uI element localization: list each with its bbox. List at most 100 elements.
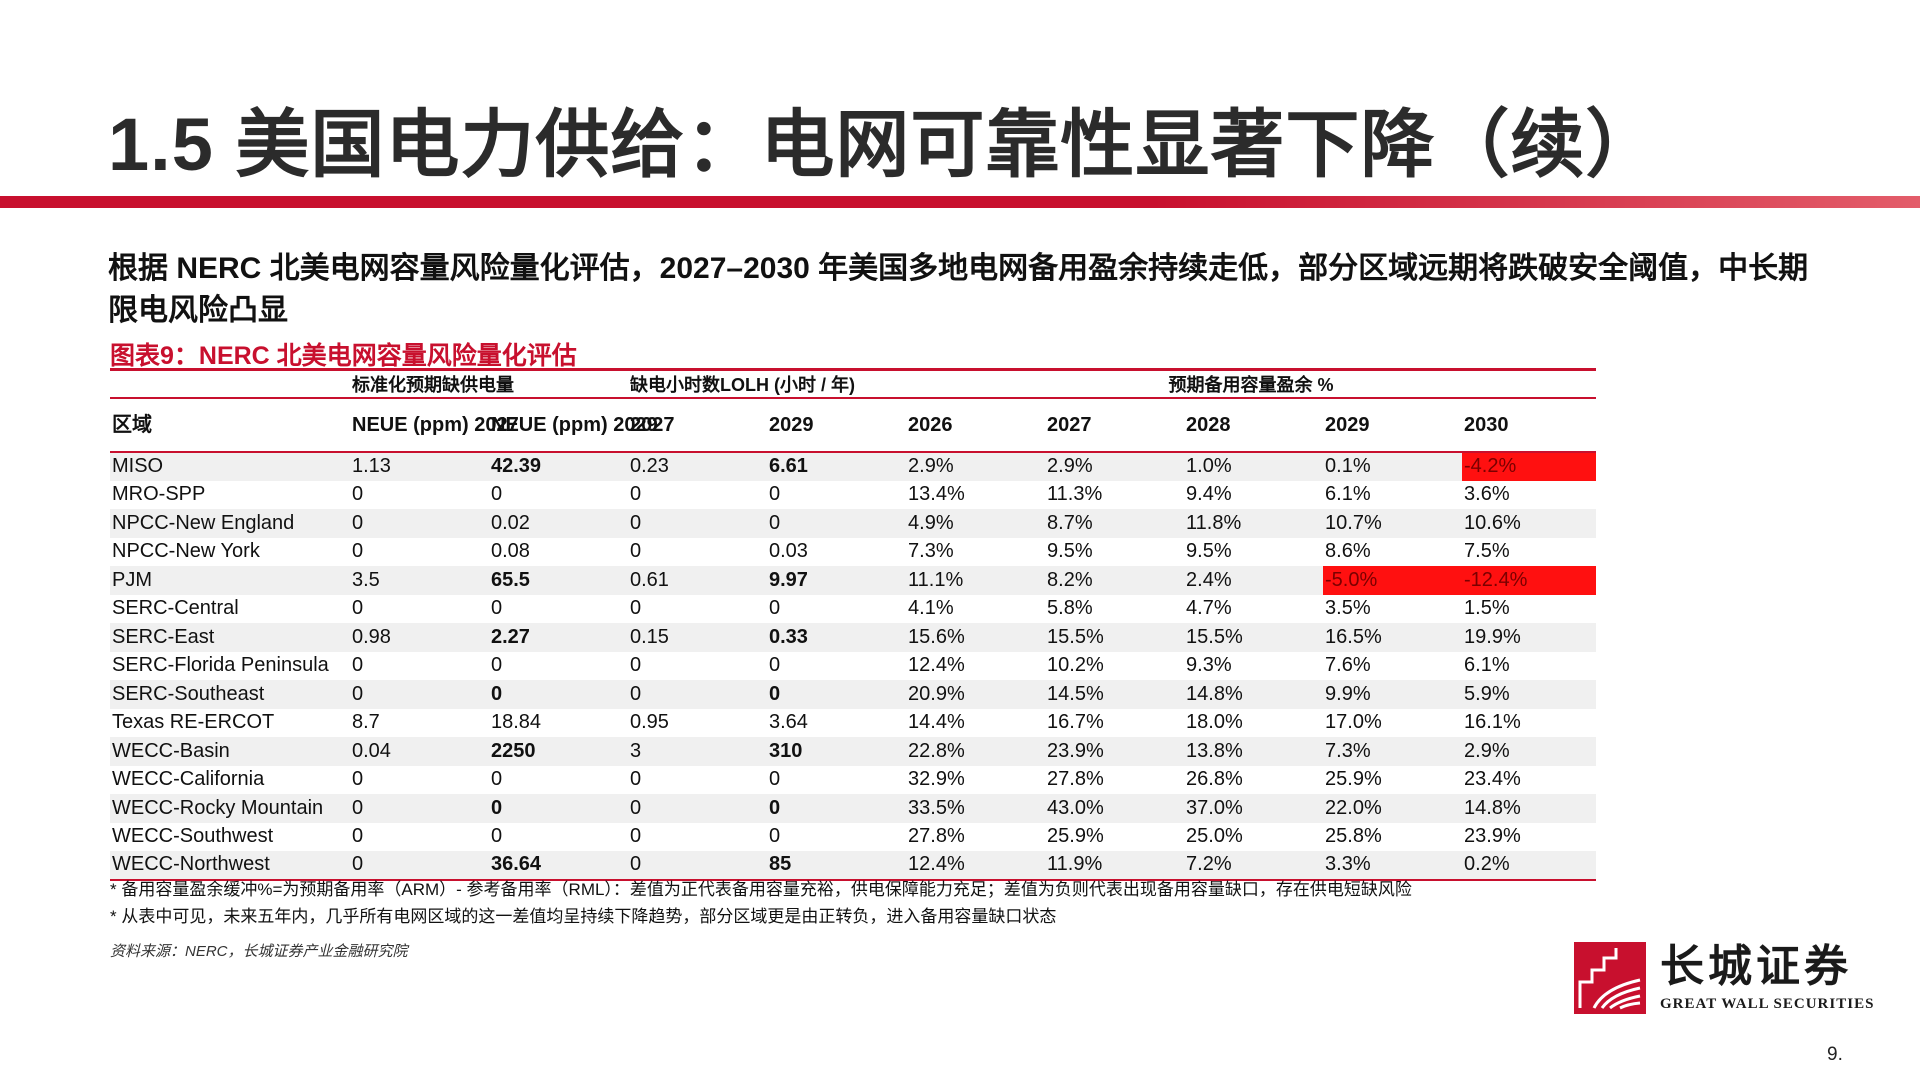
table-cell: 0 — [350, 794, 489, 823]
table-cell: 11.1% — [906, 566, 1046, 595]
column-header: NEUE (ppm) 2027 — [350, 398, 519, 453]
table-row: WECC-Basin 0.04 2250 3 310 22.8% 23.9% 13.8% 7.3… — [110, 737, 1597, 766]
table-cell: 37.0% — [1184, 794, 1324, 823]
table-cell: 23.9% — [1045, 737, 1185, 766]
table-cell: 0 — [630, 597, 642, 620]
table-row: WECC-California 0 0 0 0 32.9% 27.8% 26.8% 25.9% 2… — [110, 766, 1596, 795]
table-cell: 9.5% — [1047, 540, 1093, 563]
title-underline — [0, 196, 1920, 208]
table-cell: 3.64 — [769, 711, 808, 734]
table-cell: 4.1% — [908, 597, 954, 620]
table-cell: 14.8% — [1462, 794, 1597, 823]
table-cell: 16.7% — [1047, 711, 1104, 734]
table-row: SERC-Central 0 0 0 0 4.1% 5.8% 4.7% 3.5% 1.5% — [110, 595, 1596, 624]
table-cell: 2.9% — [1045, 452, 1185, 481]
group-header-row: 标准化预期缺供电量 缺电小时数LOLH (小时 / 年) 预期备用容量盈余 % — [110, 369, 1597, 399]
table-cell: 7.3% — [1323, 737, 1463, 766]
table-cell: 0 — [491, 768, 503, 791]
table-cell: 0 — [489, 680, 628, 709]
table-cell: 14.5% — [1045, 680, 1185, 709]
table-cell: 13.4% — [908, 483, 965, 506]
table-cell: 25.8% — [1325, 825, 1382, 848]
table-cell: 18.84 — [491, 711, 542, 734]
table-cell: 8.2% — [1045, 566, 1185, 595]
nerc-capacity-risk-table: 标准化预期缺供电量 缺电小时数LOLH (小时 / 年) 预期备用容量盈余 % … — [110, 368, 1597, 881]
table-row: MRO-SPP 0 0 0 0 13.4% 11.3% 9.4% 6.1% 3.6% — [110, 481, 1596, 510]
table-cell: 14.8% — [1184, 680, 1324, 709]
table-cell: 16.1% — [1464, 711, 1521, 734]
column-header: 2028 — [1184, 398, 1324, 453]
table-cell: 0 — [491, 597, 503, 620]
table-cell: 6.1% — [1464, 654, 1510, 677]
region-cell: Texas RE-ERCOT — [112, 711, 275, 734]
table-cell: 0.23 — [628, 452, 767, 481]
logo-name: 长城证券 — [1660, 942, 1852, 991]
table-cell: 65.5 — [489, 566, 628, 595]
table-cell: 0 — [350, 851, 489, 881]
table-cell: 0.1% — [1323, 452, 1463, 481]
region-cell: MISO — [110, 452, 350, 481]
note-line: * 备用容量盈余缓冲%=为预期备用率（ARM）- 参考备用率（RML）：差值为正… — [110, 880, 1412, 899]
great-wall-logo-icon — [1574, 942, 1646, 1014]
table-cell: 11.3% — [1047, 483, 1103, 506]
region-cell: SERC-Southeast — [110, 680, 350, 709]
group-header-margin: 预期备用容量盈余 % — [906, 369, 1597, 399]
table-cell: 0 — [491, 825, 503, 848]
table-cell: 42.39 — [489, 452, 628, 481]
table-cell: 4.9% — [906, 509, 1046, 538]
table-cell: 0.98 — [350, 623, 489, 652]
table-cell: 3.3% — [1323, 851, 1463, 881]
table-cell: 3 — [628, 737, 767, 766]
region-cell: SERC-Florida Peninsula — [112, 654, 329, 677]
table-row: NPCC-New England 0 0.02 0 0 4.9% 8.7% 11.8% 10.7… — [110, 509, 1597, 538]
table-cell: 310 — [767, 737, 907, 766]
region-cell: NPCC-New England — [110, 509, 350, 538]
table-cell: 13.8% — [1184, 737, 1324, 766]
page-title: 1.5 美国电力供给：电网可靠性显著下降（续） — [108, 103, 1661, 186]
table-cell: 26.8% — [1186, 768, 1243, 791]
table-row: NPCC-New York 0 0.08 0 0.03 7.3% 9.5% 9.5% 8.6% 7… — [110, 538, 1596, 567]
table-cell: 16.5% — [1323, 623, 1463, 652]
column-header: NEUE (ppm) 2029 — [489, 398, 658, 453]
region-cell: WECC-Northwest — [110, 851, 350, 881]
table-cell: 18.0% — [1186, 711, 1243, 734]
table-row: SERC-Florida Peninsula 0 0 0 0 12.4% 10.2% 9.3%… — [110, 652, 1596, 681]
column-header: 2030 — [1462, 398, 1597, 453]
table-cell: 1.5% — [1464, 597, 1510, 620]
table-cell: 8.7 — [352, 711, 380, 734]
table-cell: 0 — [628, 851, 767, 881]
column-header: 2026 — [906, 398, 1046, 453]
table-cell: 0 — [767, 794, 907, 823]
table-cell: 0 — [628, 794, 767, 823]
table-cell: 0.08 — [491, 540, 530, 563]
table-cell: 23.4% — [1464, 768, 1521, 791]
table-cell: 2.4% — [1184, 566, 1324, 595]
table-row: Texas RE-ERCOT 8.7 18.84 0.95 3.64 14.4% 16.7%… — [110, 709, 1596, 738]
region-cell: PJM — [110, 566, 350, 595]
table-body: MISO 1.13 42.39 0.23 6.61 2.9% 2.9% 1.0% 0.1% -4.… — [110, 452, 1597, 881]
table-cell: 11.9% — [1045, 851, 1185, 881]
table-cell: 3.5% — [1325, 597, 1371, 620]
group-header-neue: 标准化预期缺供电量 — [350, 369, 628, 399]
table-cell: 0 — [352, 483, 364, 506]
table-cell: 14.4% — [908, 711, 965, 734]
table-cell: 11.8% — [1184, 509, 1324, 538]
table-cell: 9.5% — [1186, 540, 1232, 563]
region-cell: WECC-California — [112, 768, 265, 791]
table-row: MISO 1.13 42.39 0.23 6.61 2.9% 2.9% 1.0% 0.1% -4.… — [110, 452, 1597, 481]
company-logo: 长城证券 GREAT WALL SECURITIES — [1574, 942, 1873, 1014]
group-header-empty — [110, 369, 350, 399]
table-cell: 0 — [630, 768, 642, 791]
table-cell: 25.9% — [1325, 768, 1382, 791]
table-cell: 3.5 — [350, 566, 489, 595]
table-cell: 0 — [628, 509, 767, 538]
table-cell: 0.02 — [489, 509, 628, 538]
logo-english: GREAT WALL SECURITIES — [1660, 996, 1875, 1012]
table-cell: 0.03 — [769, 540, 808, 563]
table-cell: 3.6% — [1464, 483, 1510, 506]
table-cell: 10.6% — [1462, 509, 1597, 538]
table-cell: 85 — [767, 851, 907, 881]
table-cell: 0 — [769, 768, 781, 791]
table-cell: 0 — [352, 825, 364, 848]
table-notes: * 备用容量盈余缓冲%=为预期备用率（ARM）- 参考备用率（RML）：差值为正… — [110, 876, 1610, 930]
